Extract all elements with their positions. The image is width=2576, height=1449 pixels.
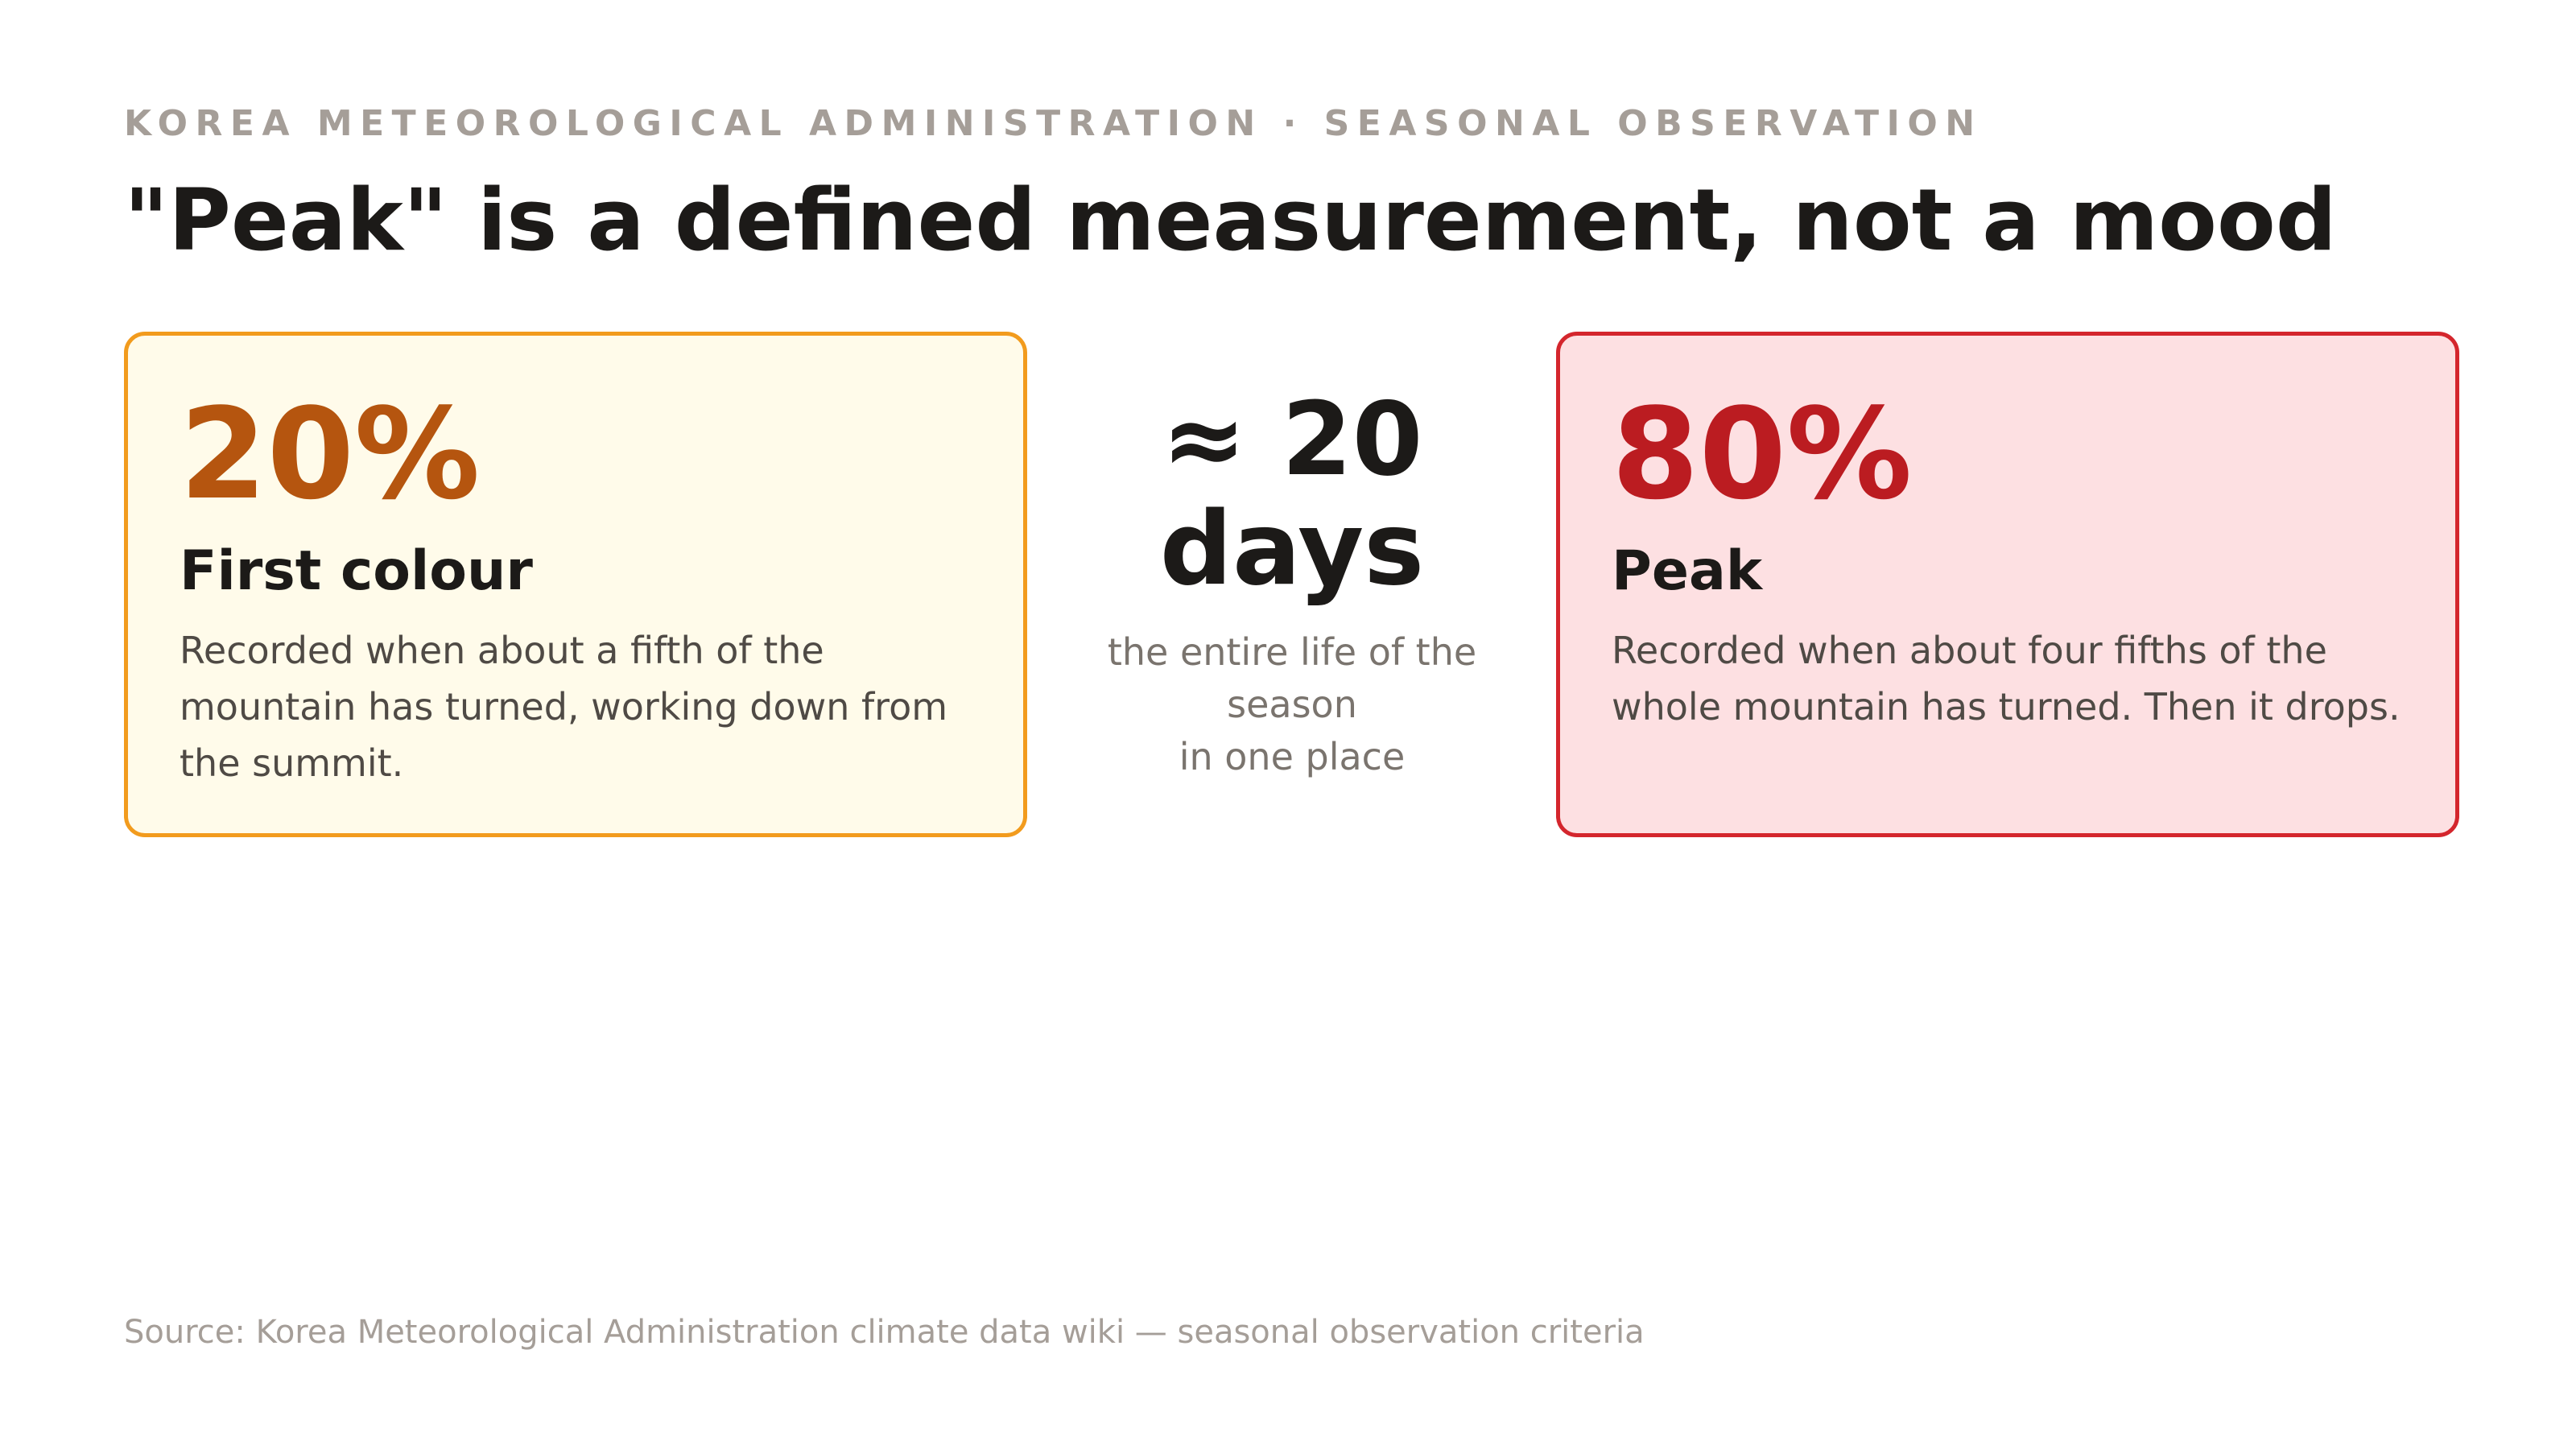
peak-percent: 80% bbox=[1612, 381, 1913, 527]
duration-caption-line: the entire life of the bbox=[1107, 630, 1477, 674]
first-colour-description: Recorded when about a fifth of the mount… bbox=[180, 629, 948, 785]
source-note: Source: Korea Meteorological Administrat… bbox=[124, 1314, 1645, 1351]
first-colour-percent: 20% bbox=[180, 381, 481, 527]
duration-caption-line: in one place bbox=[1179, 735, 1406, 778]
season-duration: ≈ 20 days the entire life of the season … bbox=[1046, 385, 1538, 783]
duration-unit: days bbox=[1159, 489, 1425, 608]
peak-card: 80% Peak Recorded when about four fifths… bbox=[1556, 332, 2459, 837]
peak-name: Peak bbox=[1612, 539, 1763, 603]
kicker: KOREA METEOROLOGICAL ADMINISTRATION · SE… bbox=[124, 103, 1983, 144]
peak-description: Recorded when about four fifths of the w… bbox=[1612, 629, 2401, 729]
first-colour-card: 20% First colour Recorded when about a f… bbox=[124, 332, 1027, 837]
duration-caption: the entire life of the season in one pla… bbox=[1046, 626, 1538, 783]
duration-approx: ≈ 20 bbox=[1161, 380, 1423, 498]
duration-value: ≈ 20 days bbox=[1046, 385, 1538, 604]
page-title: "Peak" is a defined measurement, not a m… bbox=[124, 171, 2337, 270]
duration-caption-line: season bbox=[1227, 683, 1357, 726]
first-colour-name: First colour bbox=[180, 539, 533, 603]
